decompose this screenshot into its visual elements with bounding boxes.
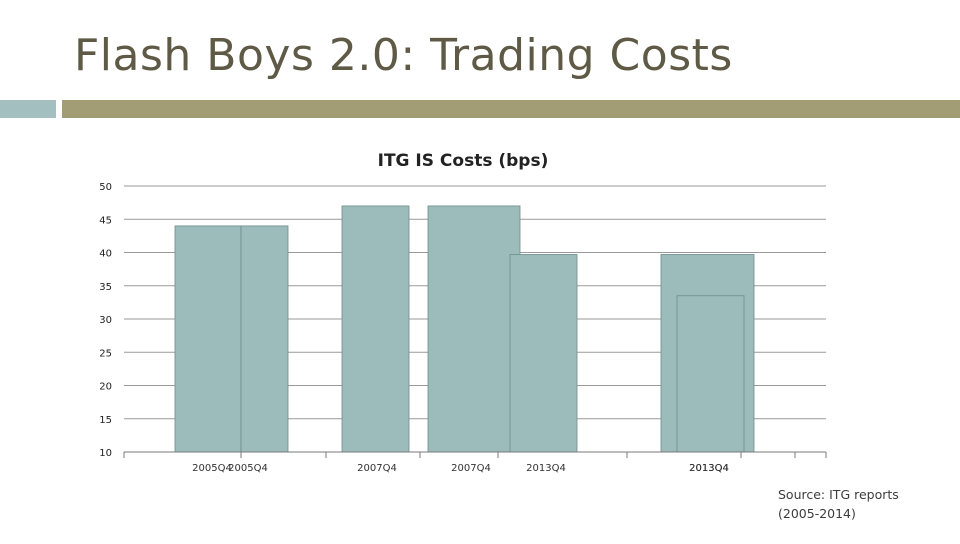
x-tick-label: 2013Q4 — [689, 463, 729, 474]
x-axis — [123, 451, 827, 458]
bar — [174, 225, 242, 453]
x-tick-label: 2013Q4 — [526, 463, 566, 474]
bar — [240, 225, 289, 453]
bar — [341, 205, 410, 453]
chart-title: ITG IS Costs (bps) — [378, 151, 549, 171]
bar — [509, 254, 578, 453]
y-tick-label: 15 — [99, 415, 112, 426]
y-tick-label: 50 — [99, 182, 112, 193]
title-accent-bar-left — [0, 100, 56, 118]
slide-title: Flash Boys 2.0: Trading Costs — [74, 30, 733, 81]
y-axis-ticks: 10 15 20 25 30 35 40 45 50 — [99, 182, 112, 459]
x-tick-label: 2005Q4 — [228, 463, 268, 474]
y-tick-label: 25 — [99, 348, 112, 359]
x-tick-label: 2013Q4 — [689, 463, 729, 474]
x-tick-label: 2005Q4 — [192, 463, 232, 474]
bar — [427, 205, 521, 453]
y-tick-label: 20 — [99, 382, 112, 393]
source-note: Source: ITG reports (2005-2014) — [778, 487, 899, 521]
bar — [676, 295, 745, 453]
title-accent-bar-right — [62, 100, 960, 118]
y-tick-label: 10 — [99, 448, 112, 459]
y-tick-label: 45 — [99, 215, 112, 226]
y-tick-label: 40 — [99, 249, 112, 260]
y-tick-label: 30 — [99, 315, 112, 326]
bars — [174, 205, 755, 453]
y-tick-label: 35 — [99, 282, 112, 293]
x-tick-label: 2007Q4 — [451, 463, 491, 474]
x-tick-label: 2007Q4 — [357, 463, 397, 474]
